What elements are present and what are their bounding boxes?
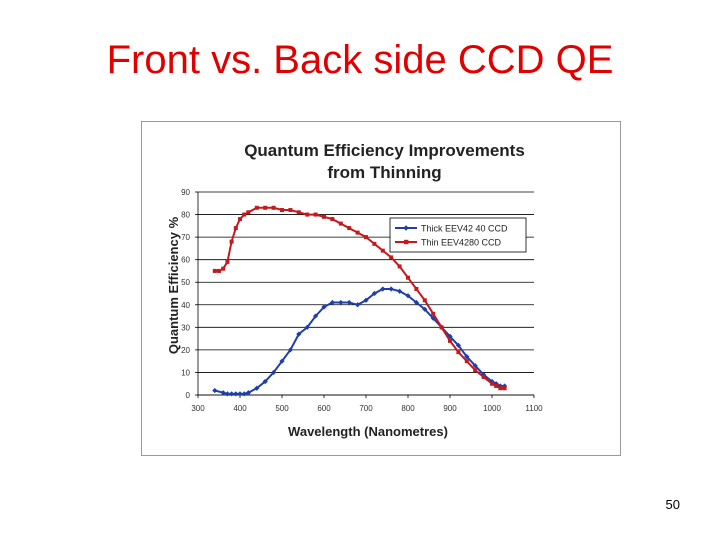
chart-title-line-1: Quantum Efficiency Improvements bbox=[244, 141, 525, 160]
series-2-point bbox=[338, 221, 343, 226]
series-2-point bbox=[212, 268, 217, 273]
series-1-point bbox=[388, 286, 394, 292]
series-1-point bbox=[363, 297, 369, 303]
series-2-point bbox=[397, 264, 402, 269]
series-2-point bbox=[355, 230, 360, 235]
legend-marker-2 bbox=[404, 239, 409, 245]
series-2-point bbox=[347, 226, 352, 231]
x-tick-label-1100: 1100 bbox=[525, 404, 543, 413]
y-tick-label-90: 90 bbox=[181, 188, 190, 197]
series-2-point bbox=[296, 210, 301, 215]
series-2-point bbox=[217, 268, 221, 273]
series-2-point bbox=[414, 286, 419, 291]
series-2-point bbox=[380, 248, 385, 253]
series-1-point bbox=[422, 306, 428, 312]
series-1-point bbox=[279, 358, 285, 364]
series-1-point bbox=[220, 390, 226, 396]
chart-frame: Quantum Efficiency Improvements from Thi… bbox=[141, 121, 621, 456]
series-2-point bbox=[242, 212, 247, 217]
series-1-point bbox=[262, 378, 268, 385]
series-1-point bbox=[321, 304, 327, 310]
series-1-point bbox=[212, 387, 218, 394]
series-2-point bbox=[364, 235, 368, 240]
series-2-point bbox=[313, 212, 318, 217]
legend-box bbox=[389, 217, 527, 253]
series-1-point bbox=[397, 288, 403, 294]
x-tick-label-500: 500 bbox=[275, 404, 289, 413]
series-2-point bbox=[422, 298, 427, 303]
series-2-point bbox=[322, 214, 326, 219]
series-2-point bbox=[431, 311, 436, 316]
series-2-point bbox=[271, 205, 276, 210]
x-tick-label-600: 600 bbox=[317, 404, 331, 413]
y-tick-label-30: 30 bbox=[181, 323, 190, 332]
series-1-point bbox=[237, 391, 243, 397]
series-1-point bbox=[245, 390, 251, 396]
x-tick-label-1000: 1000 bbox=[483, 404, 501, 413]
x-tick-label-900: 900 bbox=[443, 404, 457, 413]
series-1-point bbox=[338, 299, 344, 306]
series-1-point bbox=[481, 372, 487, 378]
series-1-point bbox=[455, 342, 461, 348]
series-1-point bbox=[346, 299, 352, 306]
series-2-point bbox=[498, 386, 503, 391]
series-2-point bbox=[246, 210, 251, 215]
series-2-point bbox=[233, 226, 238, 231]
series-2-point bbox=[494, 383, 499, 388]
x-tick-label-400: 400 bbox=[233, 404, 247, 413]
series-1-point bbox=[413, 299, 419, 306]
series-2-point bbox=[439, 325, 444, 330]
legend-label-1: Thick EEV42 40 CCD bbox=[421, 224, 508, 234]
series-2-point bbox=[254, 205, 259, 210]
series-1-point bbox=[405, 293, 411, 299]
y-tick-label-20: 20 bbox=[181, 346, 190, 355]
x-tick-label-300: 300 bbox=[191, 404, 205, 413]
series-2-point bbox=[280, 208, 284, 213]
series-2-point bbox=[406, 275, 410, 280]
series-2-point bbox=[464, 359, 469, 364]
legend-label-2: Thin EEV4280 CCD bbox=[421, 238, 502, 248]
series-2-point bbox=[305, 212, 310, 217]
series-2-point bbox=[481, 374, 486, 379]
series-2-point bbox=[221, 266, 226, 271]
y-tick-label-0: 0 bbox=[186, 391, 191, 400]
x-axis-title: Wavelength (Nanometres) bbox=[288, 424, 448, 439]
series-2-point bbox=[229, 239, 234, 244]
slide-title: Front vs. Back side CCD QE bbox=[106, 38, 614, 82]
qe-line-chart: 0 10 20 30 40 50 60 70 80 90 300 400 500 600 700 800 900… bbox=[166, 188, 543, 439]
y-tick-label-80: 80 bbox=[181, 211, 190, 220]
page-number: 50 bbox=[665, 497, 680, 512]
chart-title-line-2: from Thinning bbox=[327, 163, 442, 182]
x-tick-label-800: 800 bbox=[401, 404, 415, 413]
x-tick-label-700: 700 bbox=[359, 404, 373, 413]
series-2-point bbox=[263, 205, 268, 210]
series-2-point bbox=[502, 386, 507, 391]
series-2-point bbox=[389, 255, 394, 260]
series-1-point bbox=[229, 391, 235, 397]
series-1-point bbox=[233, 391, 239, 397]
y-tick-label-70: 70 bbox=[181, 233, 190, 242]
y-tick-label-50: 50 bbox=[181, 278, 190, 287]
y-tick-label-40: 40 bbox=[181, 301, 190, 310]
series-2-point bbox=[238, 217, 242, 222]
series-2-point bbox=[473, 368, 478, 373]
series-1-point bbox=[380, 286, 386, 292]
series-1-point bbox=[371, 290, 377, 297]
y-axis-title: Quantum Efficiency % bbox=[166, 216, 181, 354]
series-2-point bbox=[448, 338, 452, 343]
series-2-point bbox=[330, 217, 335, 222]
series-1-point bbox=[241, 391, 247, 397]
series-2-point bbox=[490, 381, 494, 386]
series-1-point bbox=[224, 391, 230, 397]
series-2-point bbox=[372, 241, 377, 246]
series-2-point bbox=[456, 350, 461, 355]
series-line-1 bbox=[214, 288, 505, 395]
y-tick-label-60: 60 bbox=[181, 256, 190, 265]
legend-marker-1 bbox=[403, 225, 409, 231]
y-tick-label-10: 10 bbox=[181, 368, 190, 377]
series-2-point bbox=[288, 208, 293, 213]
chart-title: Quantum Efficiency Improvements from Thi… bbox=[202, 140, 567, 184]
series-2-point bbox=[225, 259, 230, 264]
series-1-point bbox=[254, 385, 260, 391]
